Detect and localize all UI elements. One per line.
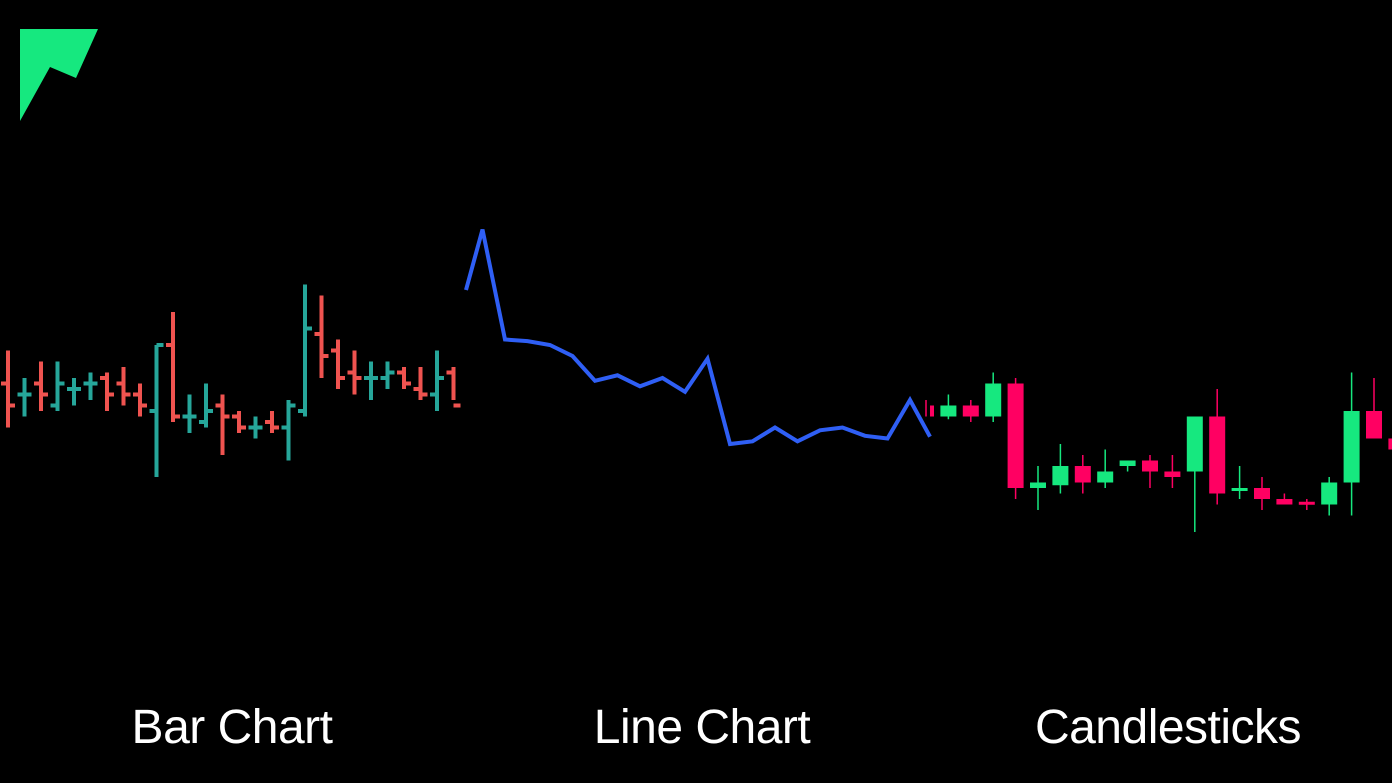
candle xyxy=(1030,466,1046,510)
candle xyxy=(1119,460,1136,472)
ohlc-bar xyxy=(446,367,461,408)
ohlc-bar xyxy=(314,295,329,378)
ohlc-bar xyxy=(67,378,81,406)
candle-body xyxy=(940,405,957,417)
ohlc-bar xyxy=(17,378,32,417)
candle-body xyxy=(1052,466,1069,486)
ohlc-bar xyxy=(248,416,263,439)
candle xyxy=(1052,444,1069,494)
candlesticks-caption: Candlesticks xyxy=(1034,701,1302,754)
candle xyxy=(1097,449,1114,488)
line-chart xyxy=(464,228,932,447)
candle xyxy=(925,400,934,417)
candle xyxy=(1388,438,1392,450)
ohlc-bar xyxy=(364,361,378,400)
candle-body xyxy=(1366,411,1382,439)
ohlc-bar xyxy=(182,394,197,433)
candle xyxy=(1074,455,1091,494)
bar-chart-caption: Bar Chart xyxy=(131,701,333,754)
ohlc-bar xyxy=(116,367,131,406)
ohlc-bar xyxy=(298,284,312,417)
candle-body xyxy=(985,383,1002,417)
ohlc-bar xyxy=(133,383,147,417)
candle-body xyxy=(1231,488,1248,491)
candle-body xyxy=(1097,471,1114,483)
candle-body xyxy=(1164,471,1181,477)
ohlc-bar-chart xyxy=(1,284,461,477)
candle xyxy=(1254,477,1270,510)
candle xyxy=(1366,378,1382,439)
candle xyxy=(1209,389,1226,505)
candle-body xyxy=(1388,438,1392,450)
ohlc-bar xyxy=(83,372,98,400)
line-chart-caption: Line Chart xyxy=(593,701,811,754)
candle-body xyxy=(962,405,979,417)
candle xyxy=(962,400,979,422)
candlestick-chart xyxy=(925,372,1392,532)
candle-body xyxy=(1186,416,1203,472)
candle xyxy=(985,372,1002,422)
flag-arrow-logo-icon xyxy=(20,29,98,121)
candle-body xyxy=(1007,383,1024,488)
ohlc-bar xyxy=(50,361,65,411)
ohlc-bar xyxy=(331,339,345,389)
ohlc-bar xyxy=(265,411,279,433)
ohlc-bar xyxy=(347,350,362,395)
ohlc-bar xyxy=(380,361,395,389)
candle-body xyxy=(1074,466,1091,483)
ohlc-bar xyxy=(413,367,428,400)
candle xyxy=(940,394,957,420)
candle xyxy=(1276,493,1293,505)
candle xyxy=(1343,372,1360,516)
ohlc-bar xyxy=(1,350,15,428)
candle-body xyxy=(1321,482,1338,505)
candle xyxy=(1231,466,1248,499)
candle-body xyxy=(1343,411,1360,483)
candle-body xyxy=(930,405,934,417)
candle xyxy=(1007,378,1024,499)
ohlc-bar xyxy=(281,400,296,461)
candle-body xyxy=(1030,482,1046,488)
ohlc-bar xyxy=(430,350,444,411)
candle xyxy=(1321,477,1338,516)
candle xyxy=(1164,455,1181,488)
ohlc-bar xyxy=(215,394,230,455)
ohlc-bar xyxy=(199,383,213,428)
candle-body xyxy=(1276,499,1293,505)
ohlc-bar xyxy=(232,411,246,433)
candle xyxy=(1142,455,1158,488)
candle-body xyxy=(1298,501,1315,505)
ohlc-bar xyxy=(34,361,48,411)
candle xyxy=(1186,416,1203,532)
candle-body xyxy=(1119,460,1136,466)
candle-body xyxy=(1142,460,1158,472)
line-series xyxy=(464,228,932,447)
candle xyxy=(1298,499,1315,510)
candle-body xyxy=(1209,416,1226,494)
ohlc-bar xyxy=(166,312,180,422)
ohlc-bar xyxy=(100,372,114,411)
ohlc-bar xyxy=(149,343,164,477)
ohlc-bar xyxy=(397,367,411,389)
candle-body xyxy=(1254,488,1270,499)
